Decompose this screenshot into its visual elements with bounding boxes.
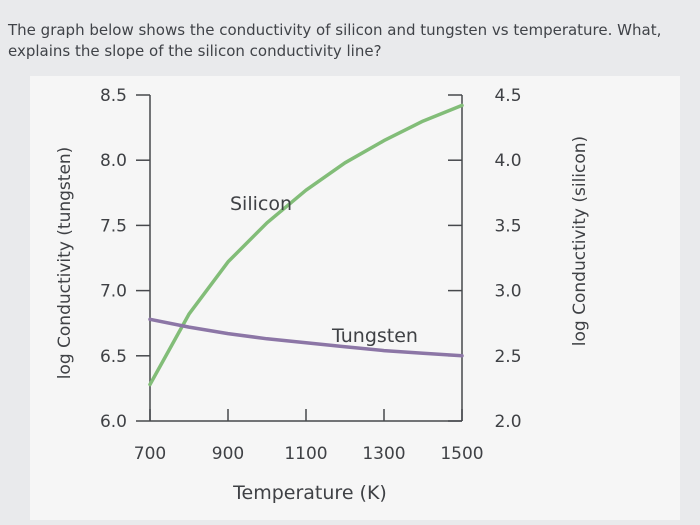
silicon-series-label: Silicon xyxy=(230,193,292,215)
tungsten-series-label: Tungsten xyxy=(331,325,418,347)
tungsten-data-point xyxy=(461,355,463,357)
y-left-tick-label: 8.5 xyxy=(100,86,127,106)
y-left-tick-label: 7.5 xyxy=(100,216,127,236)
question-text: The graph below shows the conductivity o… xyxy=(8,20,688,62)
tungsten-data-point xyxy=(422,352,424,354)
silicon-data-point xyxy=(461,104,463,107)
tungsten-data-point xyxy=(266,338,268,340)
silicon-data-point xyxy=(227,261,229,263)
y-right-tick-label: 2.0 xyxy=(494,412,521,432)
x-tick-label: 1300 xyxy=(362,444,405,464)
silicon-data-point xyxy=(344,162,346,164)
chart-panel: 6.0 6.5 7.0 7.5 8.0 8.5 2.0 2.5 3.0 3.5 4.0 4.5 700 9… xyxy=(30,76,680,520)
y-left-tick-label: 8.0 xyxy=(100,151,127,171)
silicon-data-point xyxy=(422,120,424,122)
y-right-tick-label: 4.5 xyxy=(494,86,521,106)
y-right-axis-label: log Conductivity (silicon) xyxy=(570,136,590,346)
silicon-data-point xyxy=(188,313,190,315)
question-line-2: explains the slope of the silicon conduc… xyxy=(8,42,382,60)
y-left-axis-label: log Conductivity (tungsten) xyxy=(55,147,75,380)
y-left-tick-label: 6.5 xyxy=(100,347,127,367)
y-right-tick-label: 2.5 xyxy=(494,347,521,367)
x-tick-label: 1100 xyxy=(284,444,327,464)
silicon-data-point xyxy=(305,189,307,191)
tungsten-data-point xyxy=(227,332,229,335)
x-tick-label: 1500 xyxy=(440,444,483,464)
question-line-1: The graph below shows the conductivity o… xyxy=(8,21,662,39)
y-right-tick-label: 3.0 xyxy=(494,282,521,302)
tungsten-data-point xyxy=(149,318,151,321)
y-right-tick-label: 3.5 xyxy=(494,216,521,236)
silicon-data-point xyxy=(266,221,268,224)
y-left-tick-label: 7.0 xyxy=(100,282,127,302)
tungsten-data-point xyxy=(344,345,346,348)
tungsten-data-point xyxy=(383,349,385,352)
y-right-tick-label: 4.0 xyxy=(494,151,521,171)
tungsten-data-point xyxy=(188,326,190,328)
x-tick-label: 900 xyxy=(212,444,244,464)
tungsten-data-point xyxy=(305,341,307,344)
silicon-data-point xyxy=(149,383,151,386)
y-left-tick-label: 6.0 xyxy=(100,412,127,432)
conductivity-chart: 6.0 6.5 7.0 7.5 8.0 8.5 2.0 2.5 3.0 3.5 4.0 4.5 700 9… xyxy=(55,86,590,504)
x-tick-label: 700 xyxy=(134,444,166,464)
silicon-data-point xyxy=(383,139,385,142)
x-axis-label: Temperature (K) xyxy=(232,482,387,504)
